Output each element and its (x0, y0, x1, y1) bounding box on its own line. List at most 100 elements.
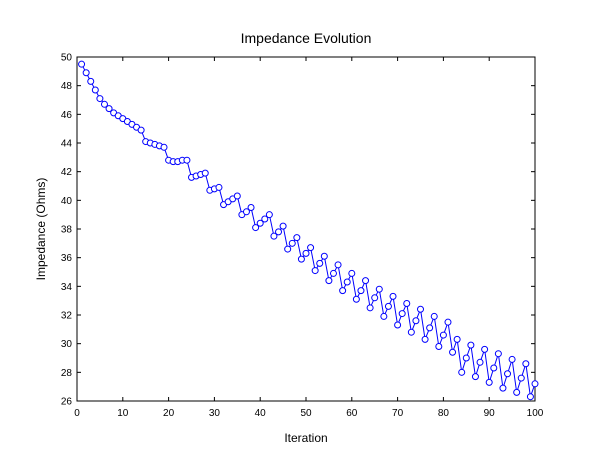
data-point (339, 287, 347, 295)
data-point (233, 192, 241, 200)
data-point (499, 384, 507, 392)
data-point (417, 305, 424, 313)
data-point (513, 388, 521, 396)
data-point (320, 252, 328, 260)
data-point (449, 348, 457, 356)
y-axis-ticks: 26 28 30 32 34 36 38 40 42 44 46 48 50 (61, 53, 535, 408)
data-point (394, 321, 402, 329)
y-tick-label: 50 (61, 53, 73, 64)
data-point (403, 300, 411, 308)
data-point (426, 324, 434, 332)
data-point (105, 105, 113, 113)
data-point (82, 69, 90, 77)
data-point (137, 126, 145, 134)
data-point (252, 224, 260, 232)
y-tick-label: 38 (61, 225, 73, 236)
x-axis-label: Iteration (284, 431, 327, 445)
data-point (389, 292, 397, 300)
x-tick-label: 50 (300, 408, 312, 419)
data-point (421, 335, 429, 343)
data-point (444, 318, 452, 326)
data-point (435, 343, 443, 351)
data-point (504, 370, 512, 378)
data-point (316, 259, 324, 267)
data-point (398, 310, 406, 318)
y-tick-label: 44 (61, 139, 73, 150)
data-point (96, 95, 104, 103)
data-point (407, 328, 415, 336)
data-point (160, 143, 168, 151)
data-point (508, 355, 516, 363)
data-point (531, 380, 539, 388)
y-tick-label: 48 (61, 81, 73, 92)
data-point (348, 269, 356, 277)
data-point (284, 245, 292, 253)
y-tick-label: 46 (61, 110, 73, 121)
x-tick-label: 100 (527, 408, 544, 419)
data-point (430, 312, 438, 320)
data-point (91, 86, 99, 94)
data-point (256, 219, 264, 227)
y-tick-label: 36 (61, 253, 73, 264)
data-point (522, 360, 530, 368)
data-point (297, 255, 305, 263)
data-point (215, 183, 223, 191)
data-point (78, 60, 86, 68)
data-point (490, 364, 498, 372)
data-point (279, 222, 287, 230)
data-point (476, 358, 484, 366)
data-point (201, 169, 209, 177)
plot-frame (76, 56, 536, 402)
x-axis-ticks: 0 10 20 30 40 50 60 70 80 90 100 (74, 57, 544, 419)
x-tick-label: 10 (117, 408, 129, 419)
data-point (100, 100, 108, 108)
data-point (371, 294, 379, 302)
data-point (334, 261, 342, 269)
data-point (362, 277, 370, 285)
series-markers (78, 60, 539, 401)
data-point (471, 373, 479, 381)
data-point (380, 312, 388, 320)
data-point (270, 232, 278, 240)
data-point (375, 285, 383, 293)
y-tick-label: 32 (61, 311, 73, 322)
data-point (357, 287, 365, 295)
x-tick-label: 80 (438, 408, 450, 419)
x-tick-label: 20 (163, 408, 175, 419)
data-point (458, 368, 466, 376)
y-tick-label: 42 (61, 167, 73, 178)
data-point (183, 156, 191, 164)
data-point (526, 393, 534, 401)
data-point (87, 77, 95, 85)
data-point (384, 302, 392, 310)
data-point (439, 331, 447, 339)
y-tick-label: 26 (61, 397, 73, 408)
data-point (517, 374, 525, 382)
x-tick-label: 90 (484, 408, 496, 419)
data-point (352, 295, 360, 303)
chart-title: Impedance Evolution (241, 30, 372, 46)
data-point (265, 211, 273, 219)
data-point (302, 249, 310, 257)
data-point (325, 277, 333, 285)
data-point (307, 244, 315, 252)
data-point (467, 341, 475, 349)
y-tick-label: 30 (61, 339, 73, 350)
data-point (275, 228, 283, 236)
data-point (485, 378, 493, 386)
x-tick-label: 0 (74, 408, 80, 419)
data-point (261, 215, 269, 223)
x-tick-label: 30 (209, 408, 221, 419)
x-tick-label: 40 (255, 408, 267, 419)
y-tick-label: 28 (61, 368, 73, 379)
data-point (288, 239, 296, 247)
y-tick-label: 34 (61, 282, 73, 293)
y-axis-label: Impedance (Ohms) (34, 178, 48, 281)
data-point (329, 269, 337, 277)
x-tick-label: 60 (346, 408, 358, 419)
data-point (412, 317, 420, 325)
data-point (242, 208, 250, 216)
data-point (494, 350, 502, 358)
data-point (247, 204, 255, 211)
